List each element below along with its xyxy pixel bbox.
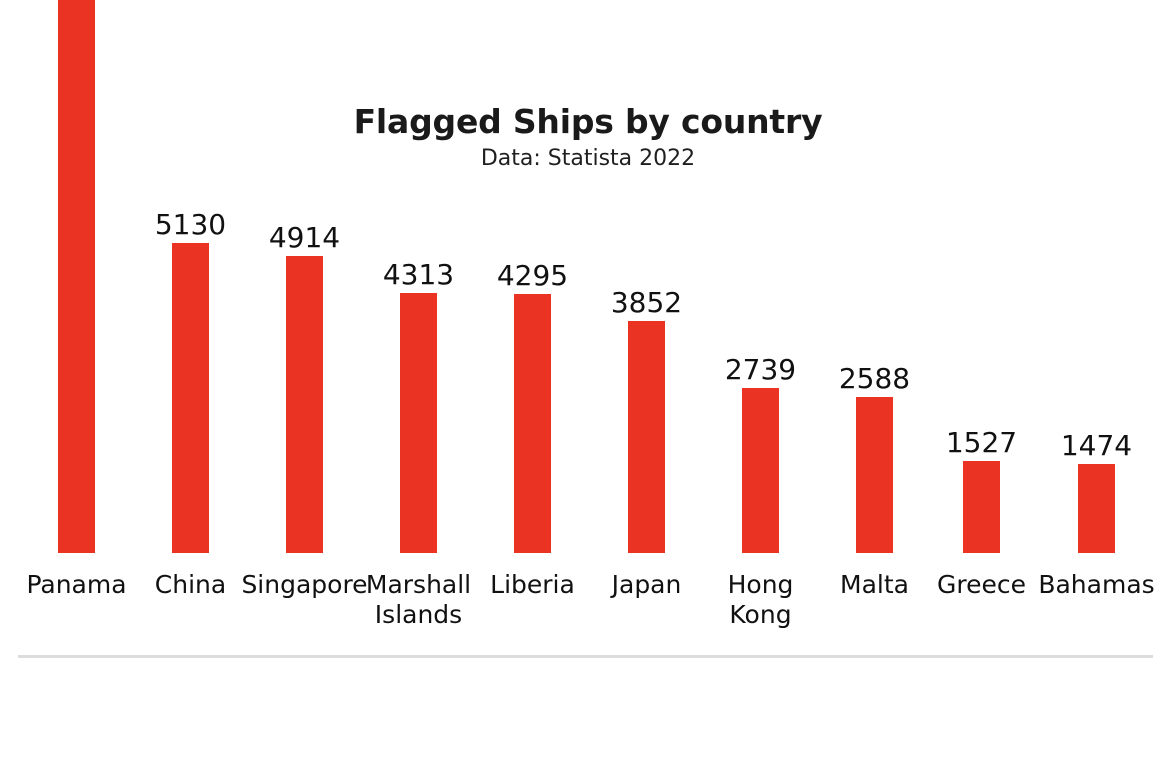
bar-value-label: 1474 xyxy=(1060,429,1133,462)
bar-group-hong-kong: 2739 Hong Kong xyxy=(725,356,796,629)
bar[interactable] xyxy=(742,388,779,553)
x-tick-label: Japan xyxy=(611,570,682,599)
bar[interactable] xyxy=(400,293,437,553)
bar[interactable] xyxy=(286,256,323,553)
bar-group-marshall-islands: 4313 Marshall Islands xyxy=(366,261,471,629)
plot-area: 9596 Panama 5130 China 4914 Singapore 43… xyxy=(18,0,1155,658)
bar[interactable] xyxy=(58,0,95,553)
bar-group-liberia: 4295 Liberia xyxy=(490,262,575,600)
x-axis-line xyxy=(18,655,1153,658)
x-tick-label: China xyxy=(154,570,227,599)
bar-value-label: 5130 xyxy=(154,208,227,241)
bar-group-singapore: 4914 Singapore xyxy=(241,224,367,600)
bar-group-greece: 1527 Greece xyxy=(937,429,1026,600)
x-tick-label: Marshall Islands xyxy=(365,570,472,629)
bar[interactable] xyxy=(856,397,893,553)
x-tick-label: Hong Kong xyxy=(727,570,794,629)
bar-value-label: 4914 xyxy=(268,221,341,254)
x-tick-label: Panama xyxy=(26,570,127,599)
bar-value-label: 3852 xyxy=(610,286,683,319)
bar[interactable] xyxy=(1078,464,1115,553)
bar[interactable] xyxy=(514,294,551,553)
bar-group-china: 5130 China xyxy=(155,211,226,600)
bar-group-panama: 9596 Panama xyxy=(26,0,127,599)
x-tick-label: Bahamas xyxy=(1038,570,1155,599)
x-tick-label: Malta xyxy=(840,570,909,599)
bar-value-label: 2739 xyxy=(724,353,797,386)
bar-value-label: 1527 xyxy=(945,426,1018,459)
bar-group-bahamas: 1474 Bahamas xyxy=(1038,432,1154,600)
bar[interactable] xyxy=(963,461,1000,553)
bar[interactable] xyxy=(172,243,209,553)
bar-value-label: 4295 xyxy=(496,259,569,292)
x-tick-label: Liberia xyxy=(490,570,575,599)
bar-value-label: 4313 xyxy=(382,258,455,291)
bar-group-malta: 2588 Malta xyxy=(839,365,910,600)
x-tick-label: Singapore xyxy=(241,570,368,599)
bar-group-japan: 3852 Japan xyxy=(611,289,682,600)
bar-value-label: 2588 xyxy=(838,362,911,395)
x-tick-label: Greece xyxy=(937,570,1026,599)
bar[interactable] xyxy=(628,321,665,553)
